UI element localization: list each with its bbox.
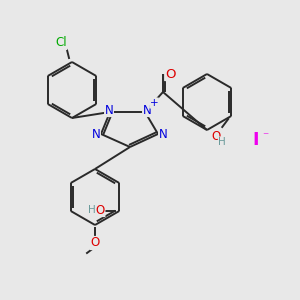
- Text: N: N: [105, 103, 113, 116]
- Text: O: O: [96, 203, 105, 217]
- Text: H: H: [218, 137, 226, 147]
- Text: O: O: [212, 130, 221, 142]
- Text: N: N: [92, 128, 100, 140]
- Text: ⁻: ⁻: [262, 130, 268, 143]
- Text: Cl: Cl: [55, 37, 67, 50]
- Text: N: N: [142, 103, 152, 116]
- Text: N: N: [159, 128, 167, 140]
- Text: +: +: [150, 98, 158, 108]
- Text: I: I: [253, 131, 259, 149]
- Text: O: O: [90, 236, 100, 250]
- Text: O: O: [165, 68, 175, 80]
- Text: H: H: [88, 205, 96, 215]
